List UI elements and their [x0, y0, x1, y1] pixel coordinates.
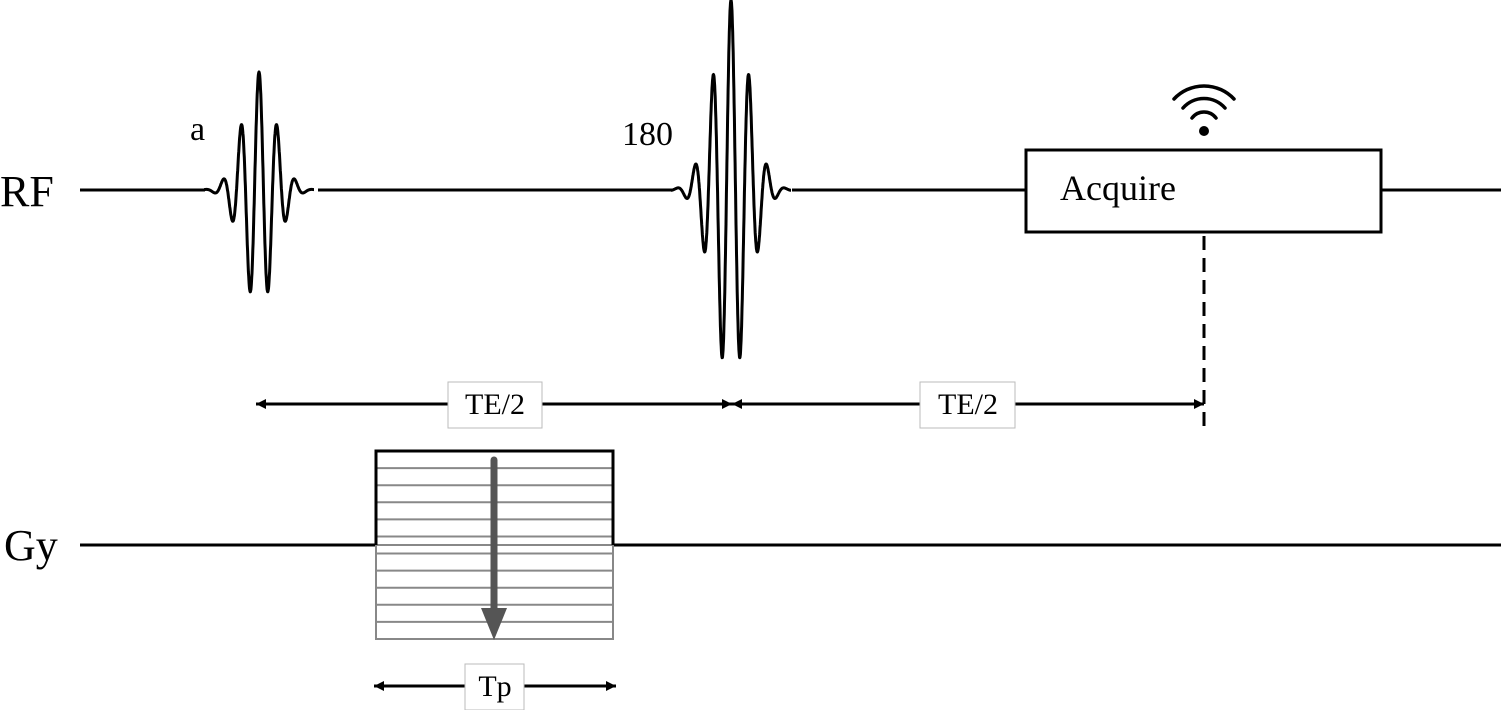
refocusing-pulse: [669, 0, 793, 360]
arrow-down-icon: [481, 456, 507, 640]
phase-duration-label: Tp: [478, 670, 511, 703]
te-first-half-label: TE/2: [465, 388, 525, 421]
te-second-half-label-box: [919, 381, 1016, 429]
te-first-half-label-box: [447, 381, 543, 429]
phase-encoding-gradient: [374, 449, 615, 545]
excitation-pulse: [202, 70, 316, 294]
rf-row-label: RF: [0, 167, 54, 216]
refocusing-pulse-label: 180: [622, 116, 673, 153]
wifi-signal-icon: [1172, 84, 1236, 136]
acquire-box: [1024, 148, 1383, 234]
acquire-label: Acquire: [1060, 168, 1176, 208]
phase-duration-label-box: [464, 663, 525, 710]
te-second-half-label: TE/2: [938, 388, 998, 421]
gy-row-label: Gy: [4, 521, 58, 570]
excitation-pulse-label: a: [190, 111, 205, 148]
